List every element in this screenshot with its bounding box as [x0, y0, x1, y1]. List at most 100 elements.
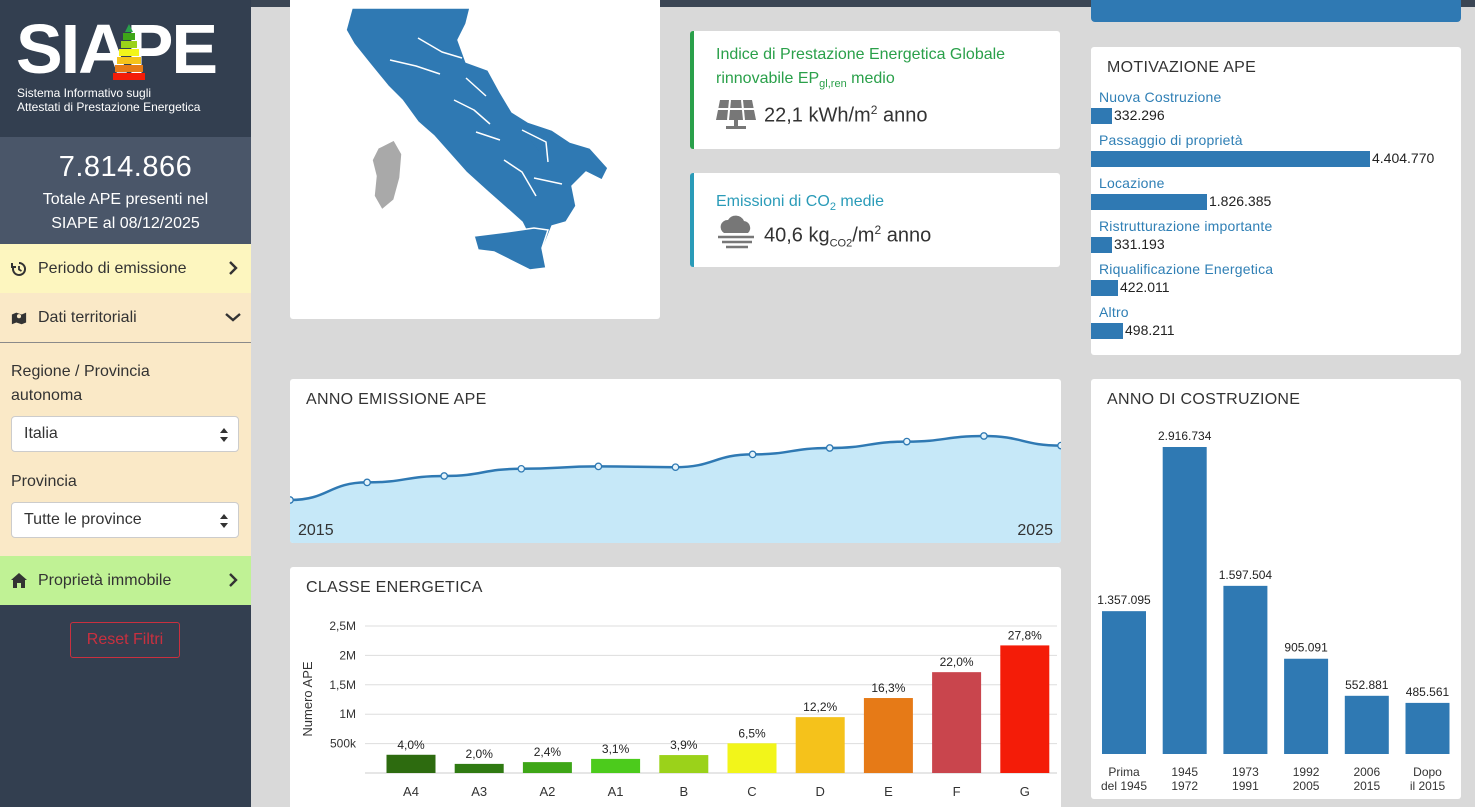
anno-costruzione-card: ANNO DI COSTRUZIONE 1.357.095 Prima del 19…	[1091, 379, 1461, 799]
kpi-co2-value-sup: 2	[874, 223, 882, 237]
anno-emissione-card: ANNO EMISSIONE APE 2015 2025	[290, 379, 1061, 543]
motivazione-label: Altro	[1099, 304, 1129, 320]
anno-emissione-point[interactable]	[440, 472, 449, 480]
costruzione-xtick: 1972	[1171, 779, 1198, 793]
anno-emissione-chart[interactable]	[290, 379, 1061, 543]
classe-xtick: A1	[608, 784, 624, 799]
classe-bar[interactable]	[522, 762, 572, 773]
classe-bar-label: 4,0%	[397, 738, 425, 752]
map-marker-icon	[11, 310, 27, 326]
kpi-ep-value-sup: 2	[870, 103, 878, 117]
anno-emissione-point[interactable]	[290, 496, 294, 504]
classe-bar[interactable]	[659, 755, 709, 773]
provincia-select-value: Tutte le province	[24, 511, 142, 528]
logo-subtitle: Sistema Informativo sugli Attestati di P…	[17, 86, 200, 114]
classe-bar[interactable]	[1000, 645, 1050, 773]
italy-map[interactable]	[290, 0, 660, 319]
motivazione-bar[interactable]	[1091, 108, 1112, 124]
costruzione-bar-label: 552.881	[1345, 678, 1389, 692]
classe-bar-label: 2,4%	[534, 745, 562, 759]
total-ape-caption: Totale APE presenti nel SIAPE al 08/12/2…	[0, 188, 251, 236]
provincia-select[interactable]: Tutte le province	[11, 502, 239, 538]
kpi-co2-value-mid: /m	[852, 224, 875, 247]
anno-emissione-point[interactable]	[825, 444, 834, 452]
costruzione-xtick: 2005	[1293, 779, 1320, 793]
kpi-co2-title: Emissioni di CO2 medie	[716, 190, 884, 219]
regione-label-line2: autonoma	[11, 387, 83, 404]
logo-text: SIAPE	[16, 10, 218, 88]
motivazione-bar[interactable]	[1091, 151, 1370, 167]
home-icon	[11, 573, 27, 589]
anno-emissione-point[interactable]	[748, 450, 757, 459]
chevron-right-icon	[229, 573, 238, 587]
logo[interactable]: SIAPE Sistema Informativo sugli Attestat…	[0, 0, 251, 137]
anno-emissione-point[interactable]	[594, 462, 603, 471]
motivazione-card: MOTIVAZIONE APE Nuova Costruzione 332.296…	[1091, 47, 1461, 355]
costruzione-bar-label: 1.597.504	[1219, 568, 1273, 582]
costruzione-bar[interactable]	[1162, 447, 1207, 754]
classe-bar[interactable]	[591, 758, 641, 773]
classe-xtick: D	[816, 784, 825, 799]
motivazione-bar[interactable]	[1091, 323, 1123, 339]
classe-bar[interactable]	[863, 698, 913, 773]
costruzione-bar[interactable]	[1284, 658, 1329, 754]
kpi-ep-title-pre: rinnovabile EP	[716, 70, 820, 87]
costruzione-bar[interactable]	[1344, 695, 1389, 754]
classe-bar[interactable]	[932, 672, 982, 773]
nav-territoriali-label: Dati territoriali	[38, 308, 137, 326]
total-caption-line1: Totale APE presenti nel	[42, 191, 209, 208]
costruzione-bar[interactable]	[1223, 585, 1268, 754]
classe-ytick: 1M	[339, 707, 356, 721]
classe-ytick: 2,5M	[329, 619, 356, 633]
costruzione-bar-label: 1.357.095	[1097, 593, 1151, 607]
costruzione-xtick: Dopo	[1413, 765, 1442, 779]
classe-bar[interactable]	[454, 763, 504, 773]
classe-bar[interactable]	[795, 717, 845, 773]
nav-periodo-label: Periodo di emissione	[38, 259, 187, 277]
classe-bar-label: 27,8%	[1008, 628, 1042, 642]
motivazione-bar[interactable]	[1091, 237, 1112, 253]
nav-proprieta-immobile[interactable]: Proprietà immobile	[0, 556, 251, 605]
classe-ylabel: Numero APE	[300, 661, 315, 736]
anno-emissione-point[interactable]	[363, 478, 371, 487]
territorial-filters: Regione / Provincia autonoma Italia Prov…	[0, 343, 251, 556]
classe-xtick: B	[679, 784, 688, 799]
classe-xtick: C	[747, 784, 756, 799]
anno-emissione-point[interactable]	[671, 463, 680, 472]
classe-xtick: A2	[539, 784, 555, 799]
anno-costruzione-title: ANNO DI COSTRUZIONE	[1107, 391, 1301, 408]
classe-bar[interactable]	[727, 743, 777, 773]
energy-bars-icon	[113, 24, 145, 80]
nav-dati-territoriali[interactable]: Dati territoriali	[0, 293, 251, 343]
reset-filters-button[interactable]: Reset Filtri	[70, 622, 180, 658]
regione-select-value: Italia	[24, 425, 58, 442]
classe-energetica-title: CLASSE ENERGETICA	[306, 579, 483, 596]
costruzione-bar[interactable]	[1405, 702, 1450, 754]
motivazione-bar[interactable]	[1091, 280, 1118, 296]
costruzione-xtick: 1973	[1232, 765, 1259, 779]
motivazione-bar[interactable]	[1091, 194, 1207, 210]
motivazione-label: Nuova Costruzione	[1099, 89, 1222, 105]
anno-emissione-point[interactable]	[517, 464, 526, 473]
classe-bar[interactable]	[386, 754, 436, 773]
top-bar	[251, 0, 1475, 7]
motivazione-title: MOTIVAZIONE APE	[1107, 59, 1257, 76]
map-card	[290, 0, 660, 319]
kpi-ep-title-post: medio	[846, 70, 895, 87]
kpi-co2-value: 40,6 kgCO2/m2 anno	[764, 223, 931, 250]
costruzione-bar[interactable]	[1102, 611, 1146, 754]
classe-ytick: 1,5M	[329, 678, 356, 692]
motivazione-label: Passaggio di proprietà	[1099, 132, 1243, 148]
kpi-co2-title-pre: Emissioni di CO	[716, 193, 830, 210]
chevron-down-icon	[225, 313, 241, 322]
classe-energetica-chart[interactable]: 500k 1M 1,5M 2M 2,5M Numero APE 4,0% A4 2,0% A3 2,…	[290, 567, 1061, 807]
classe-ytick: 2M	[339, 648, 356, 662]
motivazione-value: 1.826.385	[1209, 193, 1272, 209]
regione-select[interactable]: Italia	[11, 416, 239, 452]
anno-emissione-point[interactable]	[902, 437, 911, 446]
anno-emissione-point[interactable]	[980, 432, 988, 440]
motivazione-label: Locazione	[1099, 175, 1165, 191]
anno-emissione-point[interactable]	[1057, 441, 1061, 450]
nav-periodo-emissione[interactable]: Periodo di emissione	[0, 244, 251, 293]
